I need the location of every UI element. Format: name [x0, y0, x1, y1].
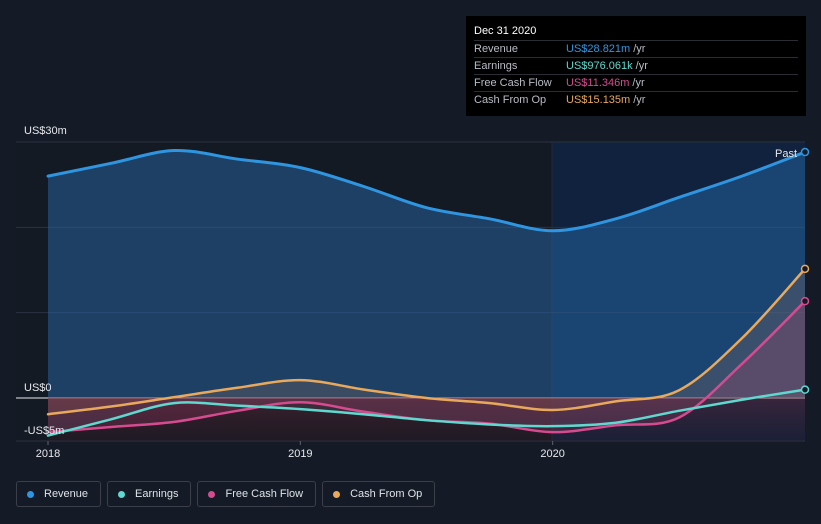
end-marker-free-cash-flow [800, 296, 810, 306]
y-axis-label: US$0 [24, 382, 52, 394]
tooltip-unit: /yr [632, 77, 645, 89]
end-marker-cash-from-op [800, 264, 810, 274]
tooltip-unit: /yr [633, 94, 646, 106]
series-end-markers [800, 147, 810, 394]
past-label: Past [775, 148, 797, 160]
line-revenue [46, 149, 807, 233]
legend-label: Earnings [135, 488, 179, 500]
x-axis-label: 2019 [288, 448, 312, 460]
legend: Revenue Earnings Free Cash Flow Cash From O… [16, 481, 436, 507]
y-axis-label: US$30m [24, 125, 67, 137]
legend-item-free-cash-flow[interactable]: Free Cash Flow [197, 481, 317, 507]
y-axis-label: -US$5m [24, 425, 64, 437]
data-tooltip: Dec 31 2020 Revenue US$28.821m/yr Earnings… [466, 16, 806, 116]
end-marker-revenue [800, 147, 810, 157]
end-marker-earnings [800, 385, 810, 394]
tooltip-row-free-cash-flow: Free Cash Flow US$11.346m/yr [474, 74, 798, 91]
line-cash-from-op [46, 267, 807, 416]
legend-item-revenue[interactable]: Revenue [16, 481, 102, 507]
legend-dot-icon [27, 490, 34, 498]
tooltip-label: Revenue [474, 43, 519, 55]
tooltip-label: Earnings [474, 60, 518, 72]
line-earnings [46, 388, 807, 437]
x-axis-label: 2020 [540, 448, 564, 460]
tooltip-date: Dec 31 2020 [474, 25, 537, 37]
tooltip-value: US$15.135m [566, 94, 631, 106]
area-revenue [48, 150, 805, 398]
series-lines [46, 149, 807, 437]
tooltip-row-earnings: Earnings US$976.061k/yr [474, 57, 798, 74]
legend-dot-icon [118, 490, 126, 498]
series-areas [48, 150, 805, 441]
tooltip-row-cash-from-op: Cash From Op US$15.135m/yr [474, 91, 798, 108]
legend-dot-icon [208, 490, 216, 498]
tooltip-value: US$28.821m [566, 43, 631, 55]
x-axis-label: 2018 [36, 448, 60, 460]
axis-labels: US$30m US$0 -US$5m 2018 2019 2020 Past [24, 125, 797, 460]
legend-item-earnings[interactable]: Earnings [107, 481, 192, 507]
tooltip-unit: /yr [635, 60, 648, 72]
legend-label: Revenue [44, 488, 89, 500]
legend-label: Free Cash Flow [225, 488, 304, 500]
tooltip-label: Cash From Op [474, 94, 547, 106]
tooltip-value: US$11.346m [566, 77, 630, 89]
legend-label: Cash From Op [350, 488, 423, 500]
tooltip-row-revenue: Revenue US$28.821m/yr [474, 40, 798, 57]
tooltip-label: Free Cash Flow [474, 77, 552, 89]
tooltip-unit: /yr [633, 43, 646, 55]
legend-item-cash-from-op[interactable]: Cash From Op [322, 481, 436, 507]
legend-dot-icon [333, 490, 341, 498]
tooltip-value: US$976.061k [566, 60, 633, 72]
